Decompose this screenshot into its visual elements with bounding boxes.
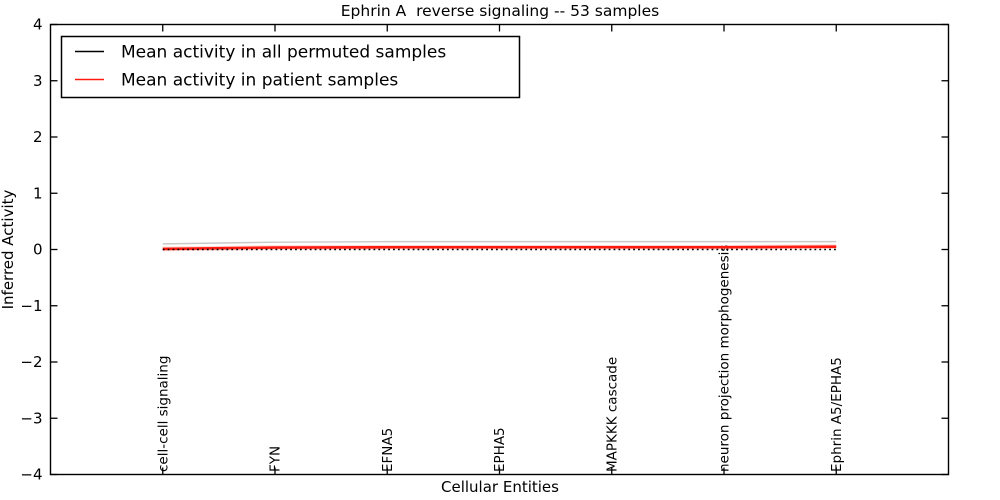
y-tick-label: −3 <box>20 409 42 427</box>
legend-box <box>60 35 521 99</box>
x-axis-label: Cellular Entities <box>441 478 559 496</box>
chart-title: Ephrin A reverse signaling -- 53 samples <box>341 2 659 20</box>
x-tick-label: EFNA5 <box>380 428 396 472</box>
x-tick-label: FYN <box>268 446 284 472</box>
y-tick-label: −4 <box>20 466 42 484</box>
y-tick-label: 0 <box>33 241 43 259</box>
y-tick-label: 1 <box>33 184 43 202</box>
x-tick-label: MAPKKK cascade <box>604 357 620 472</box>
y-tick-label: −1 <box>20 297 42 315</box>
permuted-spread-line <box>162 240 837 245</box>
x-tick-label: cell-cell signaling <box>155 356 171 472</box>
x-tick-label: EPHA5 <box>492 427 508 472</box>
x-tick-label: Ephrin A5/EPHA5 <box>829 357 845 472</box>
series-line-patient <box>162 245 837 251</box>
y-tick-label: −2 <box>20 353 42 371</box>
y-tick-label: 3 <box>33 72 43 90</box>
legend-label-permuted: Mean activity in all permuted samples <box>121 43 446 63</box>
x-tick-label: neuron projection morphogenesis <box>717 245 733 472</box>
y-axis-label: Inferred Activity <box>0 189 17 309</box>
legend: Mean activity in all permuted samples Me… <box>60 35 521 99</box>
plot-content: 4 3 2 1 0 −1 −2 −3 −4 cell-cell signaling FYN EFNA5… <box>20 16 949 484</box>
y-tick-label: 2 <box>33 128 43 146</box>
y-tick-label: 4 <box>33 16 43 34</box>
legend-label-patient: Mean activity in patient samples <box>121 71 398 91</box>
